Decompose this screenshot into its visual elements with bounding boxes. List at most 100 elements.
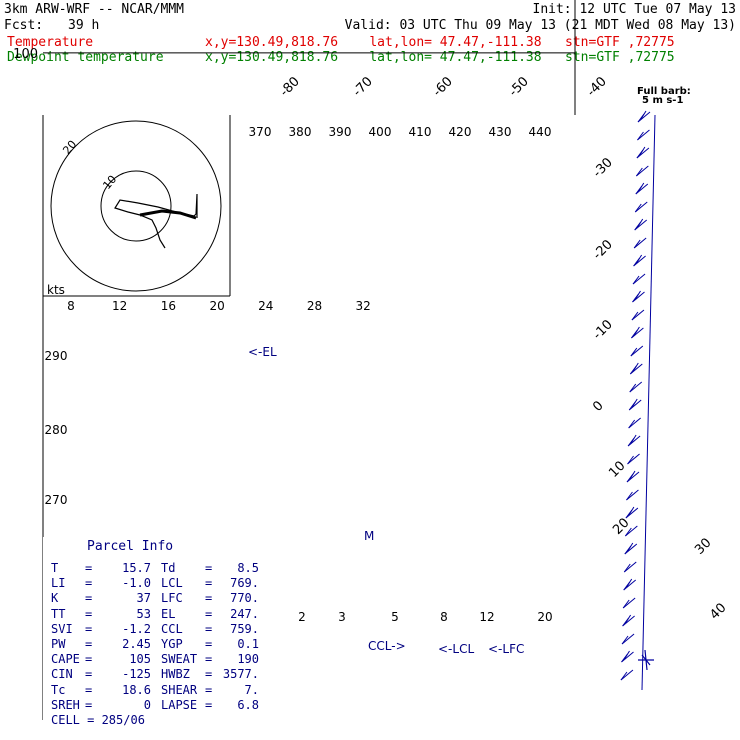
isotherm-line bbox=[0, 0, 548, 66]
theta-label: 440 bbox=[529, 125, 552, 139]
mixing-ratio-label: 20 bbox=[537, 610, 552, 624]
parcel-key: LCL bbox=[161, 576, 183, 591]
theta-label: 290 bbox=[45, 349, 68, 363]
wind-barb bbox=[626, 489, 639, 501]
isotherm-line bbox=[0, 0, 81, 66]
dry-adiabat bbox=[0, 0, 740, 40]
parcel-value: 6.8 bbox=[237, 697, 259, 712]
wind-barb bbox=[625, 506, 639, 519]
isotherm-label: -60 bbox=[430, 74, 456, 100]
parcel-info-panel: Parcel Info T = 15.7 Td = 8.5 LI = -1.0 LCL = 769. K… bbox=[43, 537, 259, 737]
dry-adiabat bbox=[0, 0, 740, 40]
theta-label: 280 bbox=[45, 423, 68, 437]
parcel-value: -125 bbox=[122, 667, 151, 682]
dry-adiabat bbox=[0, 0, 740, 40]
wind-barb bbox=[621, 633, 635, 645]
calm-wind-marker bbox=[638, 649, 654, 671]
parcel-key: YGP bbox=[161, 637, 183, 651]
hodograph-speed-label: 24 bbox=[258, 299, 273, 313]
isotherm-label: 30 bbox=[692, 536, 714, 558]
wind-barb bbox=[631, 326, 644, 339]
hodograph-speed-label: 8 bbox=[67, 299, 75, 313]
parcel-value: 8.5 bbox=[237, 561, 259, 575]
parcel-key: CAPE bbox=[51, 652, 80, 667]
wind-barb-staff bbox=[641, 114, 656, 691]
dewpoint-legend: Dewpoint temperature bbox=[7, 50, 164, 65]
wind-barb bbox=[628, 398, 642, 411]
dry-adiabat bbox=[0, 0, 740, 40]
parcel-value: -1.2 bbox=[122, 621, 151, 636]
isotherm-line bbox=[0, 0, 414, 66]
dry-adiabat bbox=[0, 0, 486, 40]
parcel-key: Tc bbox=[51, 682, 66, 697]
parcel-value: 18.6 bbox=[122, 682, 151, 697]
temperature-location: x,y=130.49,818.76 lat,lon= 47.47,-111.38… bbox=[205, 35, 675, 50]
wind-barb bbox=[624, 525, 638, 537]
dry-adiabat bbox=[0, 0, 740, 40]
dry-adiabat bbox=[0, 0, 740, 40]
parcel-key: K bbox=[51, 591, 59, 606]
isotherm-line bbox=[0, 0, 481, 66]
dry-adiabat bbox=[0, 0, 740, 40]
dry-adiabat bbox=[0, 0, 283, 40]
isotherm-line bbox=[0, 0, 614, 66]
wind-barb bbox=[622, 597, 636, 609]
parcel-value: 0 bbox=[143, 697, 151, 712]
parcel-key: CCL bbox=[161, 621, 183, 636]
isotherm-label: -40 bbox=[584, 74, 610, 100]
wind-barb bbox=[620, 669, 634, 681]
dry-adiabat bbox=[0, 0, 351, 40]
wind-barb bbox=[634, 201, 648, 213]
parcel-value: 247. bbox=[230, 606, 259, 621]
theta-label: 270 bbox=[45, 493, 68, 507]
parcel-key: SWEAT bbox=[161, 652, 198, 667]
theta-label: 420 bbox=[449, 125, 472, 139]
parcel-value: 759. bbox=[230, 621, 259, 636]
isotherm-label: -70 bbox=[350, 74, 376, 100]
mixing-ratio-label: 12 bbox=[479, 610, 494, 624]
isotherm-line bbox=[0, 0, 347, 66]
dry-adiabat bbox=[0, 0, 740, 40]
parcel-info-title: Parcel Info bbox=[87, 539, 174, 554]
wind-barb bbox=[637, 129, 650, 141]
wind-barb bbox=[621, 650, 634, 663]
wind-barb bbox=[623, 578, 637, 591]
wind-barb bbox=[635, 182, 649, 195]
wind-barb bbox=[624, 542, 638, 555]
sounding-annotation: CCL-> bbox=[368, 639, 406, 653]
wind-barb bbox=[629, 362, 643, 375]
mixing-ratio-label: 2 bbox=[298, 610, 306, 624]
isotherm-label: 40 bbox=[707, 601, 729, 623]
wind-barb bbox=[636, 146, 650, 159]
dewpoint-profile bbox=[0, 0, 366, 53]
hodograph-trace-bold bbox=[139, 209, 197, 220]
parcel-value: 53 bbox=[136, 606, 151, 621]
dry-adiabat bbox=[0, 0, 740, 40]
parcel-key: SREH bbox=[51, 697, 80, 712]
temperature-profile bbox=[0, 0, 550, 53]
parcel-value: 105 bbox=[129, 652, 151, 667]
parcel-value: 190 bbox=[237, 652, 259, 667]
parcel-key: TT bbox=[51, 606, 66, 621]
hodograph bbox=[43, 115, 231, 297]
valid-time: Valid: 03 UTC Thu 09 May 13 (21 MDT Wed … bbox=[344, 18, 736, 33]
isotherm-line bbox=[0, 0, 681, 66]
isotherm-label: 10 bbox=[606, 459, 628, 481]
isotherm-label: -10 bbox=[590, 317, 616, 343]
parcel-value: 0.1 bbox=[237, 637, 259, 651]
dry-adiabat bbox=[0, 0, 740, 40]
wind-barb bbox=[634, 218, 648, 231]
hodograph-speed-label: 16 bbox=[161, 299, 176, 313]
parcel-row: LI = -1.0 LCL = 769. bbox=[51, 576, 259, 591]
parcel-value: 770. bbox=[230, 591, 259, 606]
isotherm-label: 0 bbox=[590, 398, 606, 414]
forecast-label: Fcst: bbox=[4, 18, 44, 33]
isotherm-label: 20 bbox=[610, 516, 632, 538]
hodograph-trace bbox=[114, 193, 198, 249]
parcel-key: EL bbox=[161, 606, 176, 621]
theta-label: 370 bbox=[249, 125, 272, 139]
parcel-row: T = 15.7 Td = 8.5 bbox=[51, 561, 259, 575]
parcel-row: TT = 53 EL = 247. bbox=[51, 606, 259, 621]
wind-barb bbox=[632, 273, 646, 285]
